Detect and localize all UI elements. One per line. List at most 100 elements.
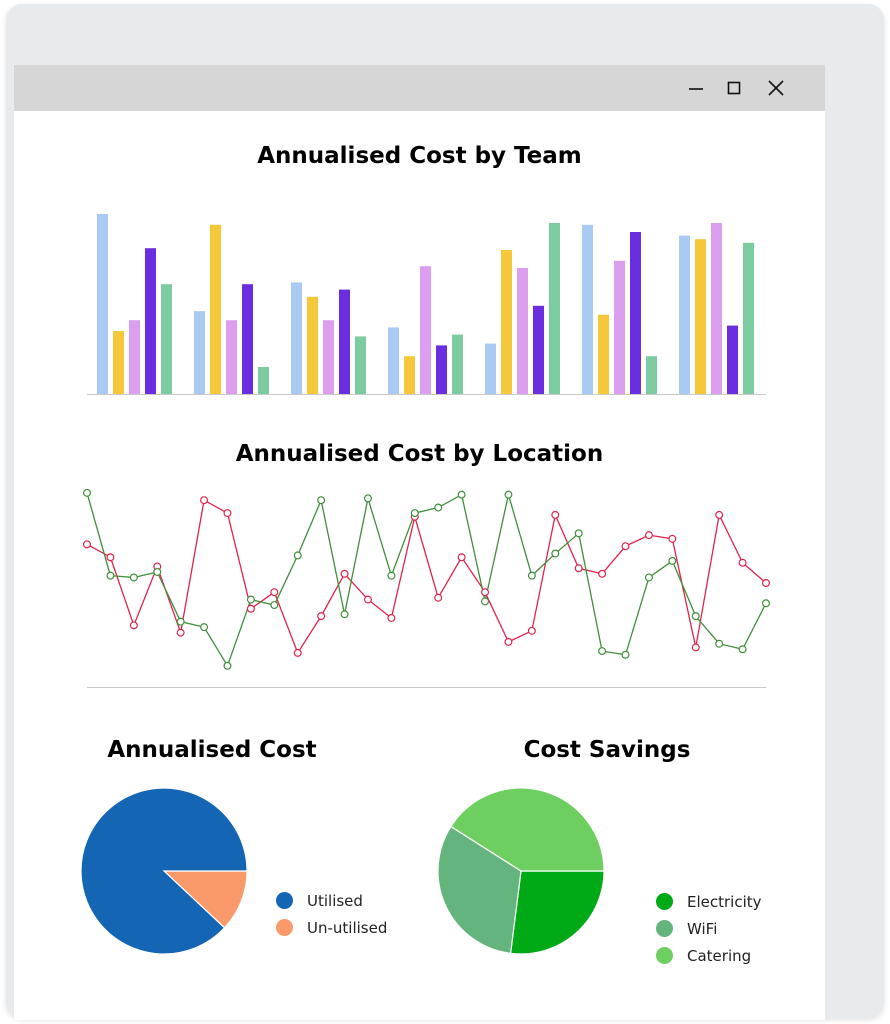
- pie-slice: [509, 870, 605, 955]
- series-line: [86, 492, 767, 668]
- bar-mark: [533, 305, 544, 394]
- utilisation-pie-title: Annualised Cost: [107, 737, 317, 763]
- close-button[interactable]: [761, 73, 791, 103]
- line-point: [457, 490, 466, 499]
- line-point: [82, 540, 91, 549]
- line-point: [481, 588, 490, 597]
- line-point: [387, 571, 396, 580]
- bar-mark: [291, 282, 302, 394]
- line-point: [504, 490, 513, 499]
- utilisation-pie-chart: [80, 787, 248, 955]
- legend-label: Un-utilised: [307, 918, 388, 937]
- bar-mark: [614, 260, 625, 394]
- bar-mark: [679, 235, 690, 394]
- bar-mark: [388, 327, 399, 394]
- line-point: [246, 604, 255, 613]
- bar-mark: [743, 242, 754, 394]
- bar-mark: [485, 343, 496, 394]
- bar-mark: [145, 248, 156, 394]
- app-window: Annualised Cost by Team Annualised Cost …: [14, 65, 825, 1020]
- line-point: [270, 601, 279, 610]
- bar-mark: [695, 239, 706, 394]
- maximize-icon: [727, 81, 741, 95]
- maximize-button[interactable]: [719, 73, 749, 103]
- line-point: [246, 595, 255, 604]
- line-point: [363, 494, 372, 503]
- bar-mark: [258, 367, 269, 394]
- title-bar: [14, 65, 825, 111]
- close-icon: [768, 80, 784, 96]
- legend-label: WiFi: [687, 919, 718, 938]
- line-point: [715, 639, 724, 648]
- line-point: [621, 650, 630, 659]
- bar-mark: [242, 284, 253, 394]
- bar-mark: [226, 320, 237, 394]
- bar-mark: [646, 356, 657, 394]
- legend-swatch: [656, 893, 673, 910]
- dashboard-content: Annualised Cost by Team Annualised Cost …: [14, 111, 825, 1020]
- legend-item: WiFi: [656, 915, 762, 942]
- bar-mark: [210, 224, 221, 394]
- line-point: [176, 628, 185, 637]
- line-point: [598, 569, 607, 578]
- line-chart-title: Annualised Cost by Location: [235, 441, 604, 467]
- bar-mark: [307, 296, 318, 394]
- bar-mark: [404, 356, 415, 394]
- legend-label: Catering: [687, 946, 752, 965]
- line-point: [363, 595, 372, 604]
- bar-mark: [355, 336, 366, 394]
- line-point: [574, 529, 583, 538]
- line-point: [387, 613, 396, 622]
- legend-item: Electricity: [656, 888, 762, 915]
- utilisation-legend: Utilised Un-utilised: [276, 887, 387, 941]
- minimize-button[interactable]: [681, 73, 711, 103]
- bar-chart-title: Annualised Cost by Team: [257, 143, 582, 169]
- legend-item: Catering: [656, 942, 762, 969]
- line-point: [106, 553, 115, 562]
- line-point: [200, 496, 209, 505]
- line-point: [106, 571, 115, 580]
- line-point: [527, 571, 536, 580]
- legend-label: Electricity: [687, 892, 762, 911]
- line-point: [223, 661, 232, 670]
- pie-slice: [80, 787, 248, 955]
- line-point: [551, 510, 560, 519]
- bar-mark: [339, 289, 350, 394]
- line-point: [691, 643, 700, 652]
- bar-mark: [113, 331, 124, 394]
- bar-mark: [711, 223, 722, 394]
- bar-mark: [436, 345, 447, 394]
- line-point: [761, 578, 770, 587]
- line-point: [340, 569, 349, 578]
- line-point: [129, 621, 138, 630]
- legend-swatch: [276, 892, 293, 909]
- line-point: [668, 556, 677, 565]
- line-point: [176, 617, 185, 626]
- savings-pie-title: Cost Savings: [523, 737, 691, 763]
- bar-mark: [630, 232, 641, 394]
- bar-mark: [598, 314, 609, 394]
- line-point: [481, 597, 490, 606]
- legend-item: Un-utilised: [276, 914, 387, 941]
- line-point: [270, 588, 279, 597]
- line-point: [410, 509, 419, 518]
- line-point: [82, 488, 91, 497]
- legend-swatch: [276, 919, 293, 936]
- bar-mark: [727, 325, 738, 394]
- line-point: [293, 551, 302, 560]
- line-point: [153, 567, 162, 576]
- legend-item: Utilised: [276, 887, 387, 914]
- line-point: [691, 612, 700, 621]
- line-point: [668, 534, 677, 543]
- bar-mark: [501, 250, 512, 394]
- line-point: [129, 573, 138, 582]
- bar-chart: [87, 214, 766, 395]
- line-point: [738, 558, 747, 567]
- line-point: [317, 612, 326, 621]
- pie-slice: [450, 787, 605, 872]
- legend-label: Utilised: [307, 891, 363, 910]
- bar-mark: [323, 320, 334, 394]
- bar-mark: [582, 224, 593, 394]
- minimize-icon: [689, 88, 703, 90]
- line-point: [317, 496, 326, 505]
